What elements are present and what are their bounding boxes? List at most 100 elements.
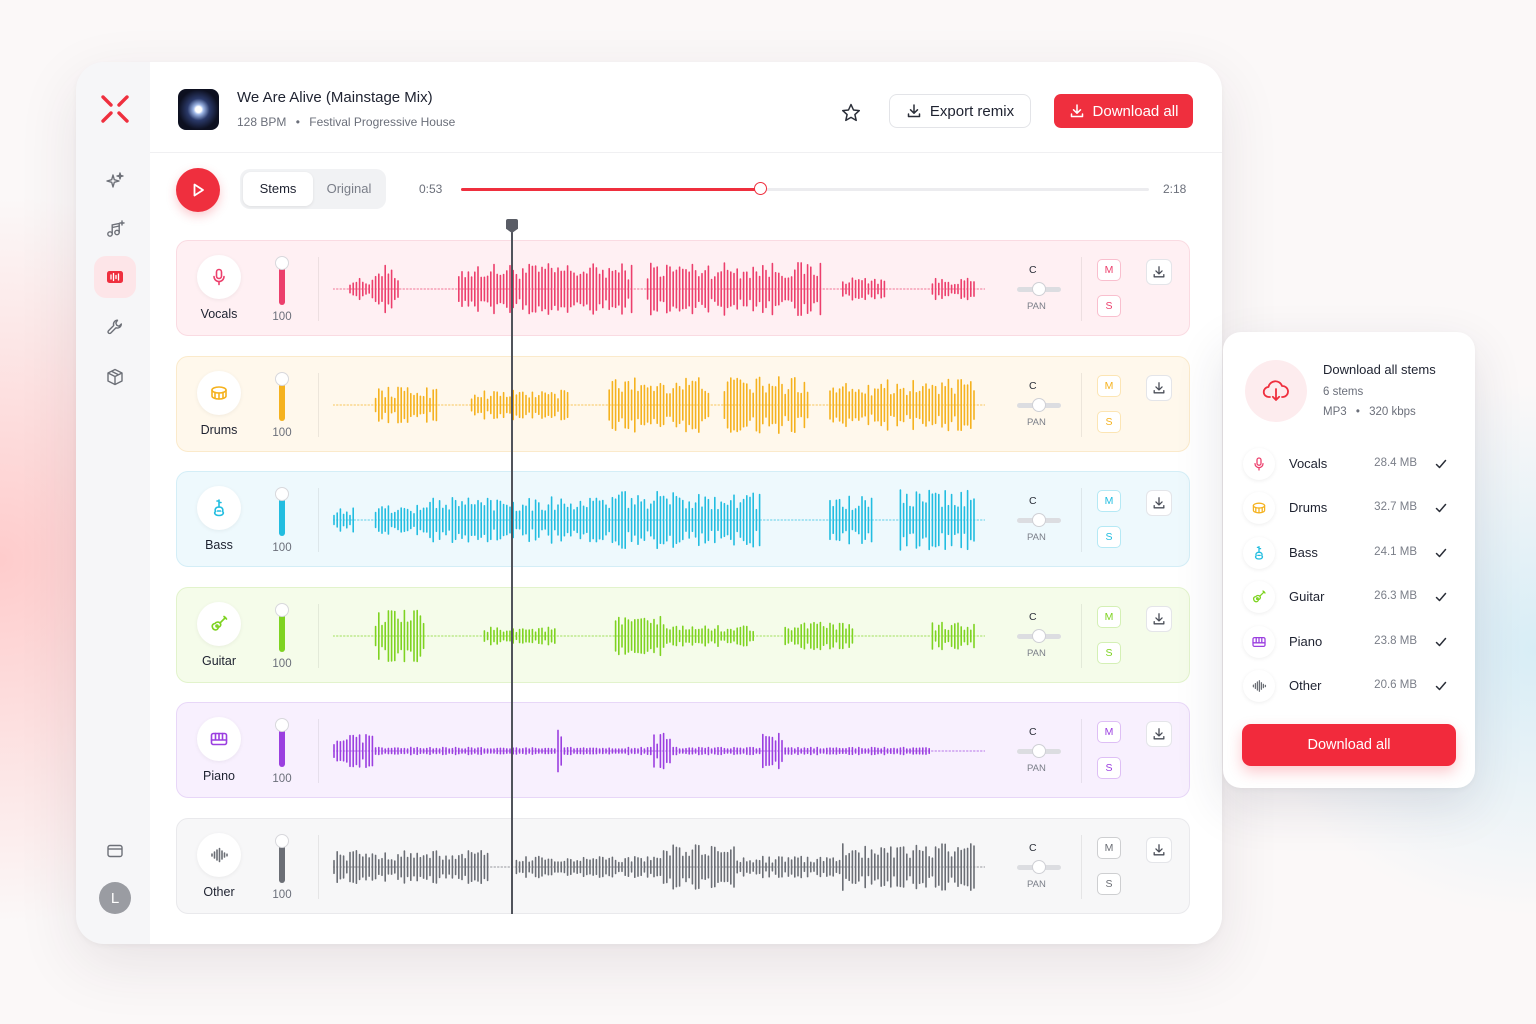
volume-handle[interactable] [275, 833, 289, 848]
divider [318, 719, 319, 783]
item-name: Bass [1289, 544, 1318, 560]
waveform[interactable] [332, 604, 986, 668]
pan-handle[interactable] [1032, 859, 1046, 874]
sparkles-icon[interactable] [94, 160, 136, 202]
check-icon[interactable] [1433, 678, 1449, 694]
mute-button[interactable]: M [1097, 259, 1121, 281]
logo-icon[interactable] [98, 92, 132, 126]
stem-name: Guitar [201, 653, 237, 668]
volume-slider[interactable] [275, 602, 289, 652]
mute-button[interactable]: M [1097, 605, 1121, 628]
volume-slider[interactable] [275, 718, 289, 767]
track-header: We Are Alive (Mainstage Mix) 128 BPM • F… [150, 62, 1222, 153]
download-all-button[interactable]: Download all [1054, 94, 1193, 128]
waveform-icon[interactable] [197, 832, 241, 877]
piano-icon[interactable] [197, 717, 241, 761]
download-item-vocals[interactable]: Vocals 28.4 MB [1241, 444, 1457, 484]
download-item-guitar[interactable]: Guitar 26.3 MB [1241, 577, 1457, 617]
pan-handle[interactable] [1032, 744, 1046, 758]
download-icon[interactable] [1146, 374, 1172, 401]
solo-button[interactable]: S [1097, 410, 1121, 433]
volume-handle[interactable] [275, 487, 289, 501]
guitar-icon[interactable] [197, 601, 241, 646]
waveform[interactable] [332, 373, 986, 437]
download-all-stems-button[interactable]: Download all [1242, 724, 1456, 766]
check-icon[interactable] [1433, 634, 1449, 650]
cube-icon[interactable] [94, 356, 136, 398]
check-icon[interactable] [1433, 589, 1449, 605]
volume-handle[interactable] [275, 718, 289, 732]
solo-button[interactable]: S [1097, 295, 1121, 317]
stem-count: 6 stems [1323, 386, 1364, 398]
waveform[interactable] [332, 257, 986, 321]
pan-handle[interactable] [1032, 513, 1046, 527]
pan-value: C [1029, 610, 1037, 623]
check-icon[interactable] [1433, 456, 1449, 472]
seek-handle[interactable] [754, 182, 768, 195]
pan-label: PAN [1027, 763, 1046, 774]
solo-button[interactable]: S [1097, 872, 1121, 895]
check-icon[interactable] [1433, 545, 1449, 561]
download-item-other[interactable]: Other 20.6 MB [1241, 666, 1457, 706]
volume-handle[interactable] [275, 371, 289, 386]
album-cover [178, 89, 219, 130]
download-icon[interactable] [1146, 836, 1172, 863]
playhead-handle[interactable] [506, 219, 518, 233]
pan-slider[interactable] [1017, 513, 1061, 527]
waveform[interactable] [332, 488, 986, 552]
bass-guitar-icon [1243, 536, 1275, 569]
mute-button[interactable]: M [1097, 836, 1121, 859]
download-icon [1070, 104, 1083, 118]
download-icon[interactable] [1146, 721, 1172, 747]
pan-handle[interactable] [1032, 628, 1046, 643]
pan-handle[interactable] [1032, 397, 1046, 412]
volume-handle[interactable] [275, 602, 289, 617]
stem-row-vocals: Vocals 100 C PAN M S [176, 240, 1190, 336]
divider [318, 603, 319, 668]
download-item-drums[interactable]: Drums 32.7 MB [1241, 488, 1457, 528]
waveform-icon[interactable] [94, 256, 136, 298]
download-item-piano[interactable]: Piano 23.8 MB [1241, 622, 1457, 662]
download-icon[interactable] [1146, 259, 1172, 285]
mute-button[interactable]: M [1097, 490, 1121, 512]
bass-guitar-icon[interactable] [197, 486, 241, 530]
volume-slider[interactable] [275, 256, 289, 305]
solo-button[interactable]: S [1097, 757, 1121, 779]
avatar[interactable]: L [99, 882, 131, 914]
window-icon[interactable] [94, 830, 136, 872]
solo-button[interactable]: S [1097, 641, 1121, 664]
volume-slider[interactable] [275, 371, 289, 421]
check-icon[interactable] [1433, 500, 1449, 516]
download-icon[interactable] [1146, 490, 1172, 516]
tab-original[interactable]: Original [326, 181, 372, 196]
music-plus-icon[interactable] [94, 208, 136, 250]
volume-slider[interactable] [275, 487, 289, 536]
pan-slider[interactable] [1017, 282, 1061, 296]
drum-icon[interactable] [197, 370, 241, 415]
play-button[interactable] [176, 168, 220, 212]
download-item-bass[interactable]: Bass 24.1 MB [1241, 533, 1457, 573]
pan-slider[interactable] [1017, 744, 1061, 758]
download-icon[interactable] [1146, 605, 1172, 632]
stem-name: Drums [200, 422, 238, 437]
tab-stems[interactable]: Stems [243, 172, 313, 206]
seek-bar[interactable] [461, 182, 1149, 195]
waveform[interactable] [332, 719, 986, 783]
volume-value: 100 [272, 773, 292, 785]
mute-button[interactable]: M [1097, 374, 1121, 397]
pan-slider[interactable] [1017, 397, 1061, 412]
piano-icon [1243, 625, 1275, 658]
pan-slider[interactable] [1017, 859, 1061, 874]
waveform[interactable] [332, 835, 986, 899]
volume-handle[interactable] [275, 256, 289, 270]
microphone-icon[interactable] [197, 255, 241, 299]
pan-slider[interactable] [1017, 628, 1061, 643]
stem-row-other: Other 100 C PAN M S [176, 817, 1190, 914]
wrench-icon[interactable] [94, 306, 136, 348]
solo-button[interactable]: S [1097, 526, 1121, 548]
volume-slider[interactable] [275, 833, 289, 883]
export-remix-button[interactable]: Export remix [889, 94, 1031, 128]
mute-button[interactable]: M [1097, 721, 1121, 743]
pan-handle[interactable] [1032, 282, 1046, 296]
favorite-star-icon[interactable] [838, 100, 864, 126]
